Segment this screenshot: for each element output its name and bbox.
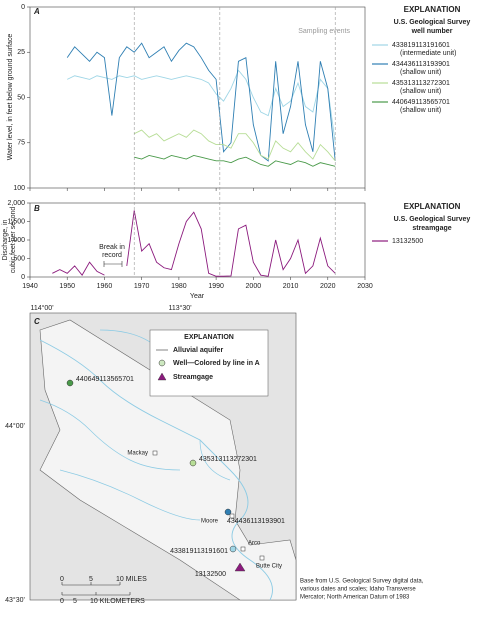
lon-label: 114°00' — [30, 304, 53, 312]
legend-label: (shallow unit) — [400, 107, 441, 114]
x-tick-label: 2000 — [246, 283, 262, 290]
x-tick-label: 2030 — [357, 283, 373, 290]
well-label: 435313113272301 — [199, 456, 257, 463]
streamgage-label: 13132500 — [195, 571, 226, 578]
legend-label: Alluvial aquifer — [173, 347, 223, 354]
scale-label: 0 — [60, 576, 64, 583]
map-legend — [149, 329, 269, 397]
town-label: Moore — [201, 519, 219, 525]
x-tick-label: 2020 — [320, 283, 336, 290]
x-tick-label: 2010 — [283, 283, 299, 290]
well-label: 440649113565701 — [76, 376, 134, 383]
well-label: 434436113193901 — [227, 518, 285, 525]
legend-label: Streamgage — [173, 374, 213, 381]
y-tick-label: 500 — [13, 255, 25, 262]
annotation: record — [102, 252, 122, 259]
series-line — [134, 154, 336, 167]
river — [39, 329, 231, 521]
scale-label: 5 — [73, 598, 77, 605]
map: EXPLANATION Alluvial aquifer Well—Colore… — [5, 304, 424, 605]
annotation: Sampling events — [298, 28, 350, 35]
source-note: various dates and scales; Idaho Transver… — [300, 587, 416, 593]
source-note: Mercator; North American Datum of 1983 — [300, 595, 410, 601]
y-tick-label: 2,000 — [7, 200, 25, 207]
panel-label: C — [34, 317, 40, 326]
legend-label: (shallow unit) — [400, 69, 441, 76]
lon-label: 113°30' — [168, 304, 191, 312]
lat-label: 43°30' — [5, 596, 25, 604]
plot-frame — [29, 202, 366, 278]
legend-title: well number — [411, 28, 453, 35]
town — [240, 546, 246, 552]
x-tick-label: 1940 — [22, 283, 38, 290]
well — [229, 545, 237, 553]
scale-label: 5 — [89, 576, 93, 583]
y-tick-label: 75 — [17, 140, 25, 147]
source-note: Base from U.S. Geological Survey digital… — [300, 579, 424, 585]
x-axis-title: Year — [190, 293, 205, 300]
legend-label: (shallow unit) — [400, 88, 441, 95]
series-line — [52, 210, 336, 277]
y-axis-title: Discharge, in — [2, 219, 9, 260]
lat-label: 44°00' — [5, 422, 25, 430]
legend-label: Well—Colored by line in A — [173, 360, 260, 367]
x-tick-label: 1950 — [59, 283, 75, 290]
break-bracket — [103, 261, 123, 267]
legend-heading: EXPLANATION — [184, 334, 234, 341]
streamgage — [234, 562, 246, 572]
y-tick-label: 25 — [17, 49, 25, 56]
legend-title: U.S. Geological Survey — [394, 19, 471, 26]
y-tick-label: 50 — [17, 94, 25, 101]
river — [39, 339, 273, 601]
legend-heading: EXPLANATION — [404, 202, 461, 211]
series-line — [66, 42, 336, 162]
well-label: 433819113191601 — [170, 548, 228, 555]
town — [152, 450, 158, 456]
y-axis-title: cubic feet per second — [10, 207, 17, 274]
legend-label: (intermediate unit) — [400, 50, 456, 57]
x-tick-label: 1960 — [97, 283, 113, 290]
y-tick-label: 0 — [21, 4, 25, 11]
legend-label: 434436113193901 — [392, 61, 450, 68]
scale-label: 10 MILES — [116, 576, 147, 583]
y-axis-title: Water level, in feet below ground surfac… — [7, 34, 14, 161]
scale-label: 10 KILOMETERS — [90, 598, 145, 605]
well — [189, 459, 197, 467]
scale-bar — [61, 582, 131, 596]
x-tick-label: 1990 — [208, 283, 224, 290]
legend-heading: EXPLANATION — [404, 5, 461, 14]
y-tick-label: 1,000 — [7, 237, 25, 244]
legend-swatch — [158, 359, 166, 367]
legend-title: U.S. Geological Survey — [394, 216, 471, 223]
legend-label: 435313113272301 — [392, 80, 450, 87]
x-tick-label: 1970 — [134, 283, 150, 290]
town-label: Mackay — [127, 451, 148, 457]
y-tick-label: 1,500 — [7, 218, 25, 225]
y-tick-label: 100 — [13, 185, 25, 192]
panel-label: A — [33, 7, 40, 16]
town-label: Butte City — [256, 564, 282, 570]
well — [66, 379, 74, 387]
annotation: Break in — [99, 244, 125, 251]
panel-label: B — [34, 204, 40, 213]
series-line — [67, 69, 336, 143]
town — [229, 513, 235, 519]
legend-label: 433819113191601 — [392, 42, 450, 49]
series-line — [134, 129, 336, 162]
town-label: Arco — [248, 541, 261, 547]
y-tick-label: 0 — [21, 274, 25, 281]
legend-label: 13132500 — [392, 238, 423, 245]
legend-label: 440649113565701 — [392, 99, 450, 106]
x-tick-label: 1980 — [171, 283, 187, 290]
scale-label: 0 — [60, 598, 64, 605]
town — [259, 555, 265, 561]
well — [224, 508, 232, 516]
legend-swatch — [157, 372, 167, 381]
legend-title: streamgage — [412, 225, 451, 232]
